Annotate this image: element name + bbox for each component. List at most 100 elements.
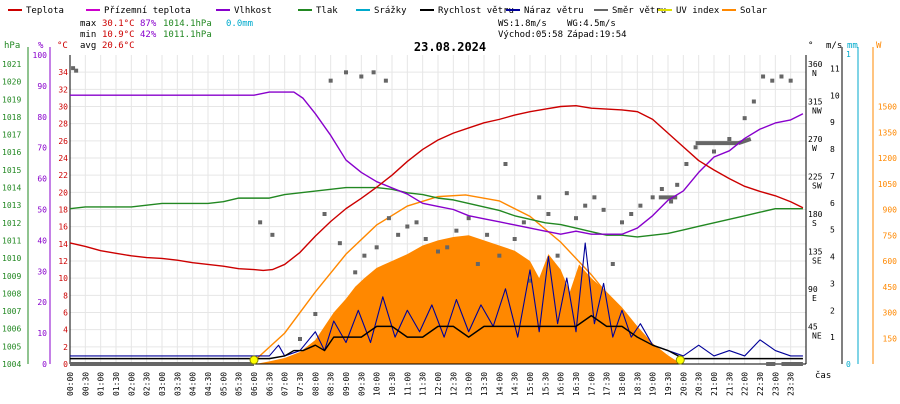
- wind-direction-point: [546, 212, 551, 216]
- solar-tick-label: 1500: [878, 103, 897, 112]
- humidity-tick-label: 100: [33, 51, 48, 60]
- humidity-tick-label: 40: [37, 236, 47, 245]
- uv-marker: [249, 355, 259, 365]
- x-tick-label: 00:00: [66, 372, 75, 396]
- direction-tick-label: 180: [808, 210, 823, 219]
- axis-unit-pressure: hPa: [4, 41, 20, 51]
- legend-label: UV index: [676, 6, 720, 16]
- wind-direction-point: [583, 203, 588, 208]
- x-tick-label: 09:30: [357, 372, 366, 396]
- axis-unit-rain: mm: [847, 41, 858, 51]
- axis-unit-wind: m/s: [826, 41, 842, 51]
- wind-direction-point: [497, 253, 502, 258]
- wind-direction-point: [629, 212, 634, 216]
- wind-direction-point: [512, 237, 517, 241]
- wind-direction-point: [337, 241, 342, 246]
- humidity-tick-label: 70: [37, 144, 47, 153]
- x-tick-label: 00:30: [81, 372, 90, 396]
- temperature-tick-label: 18: [58, 206, 68, 215]
- wind-direction-point: [71, 66, 76, 71]
- humidity-tick-label: 80: [37, 113, 47, 122]
- temperature-tick-label: 22: [58, 171, 68, 180]
- temperature-line: [69, 104, 804, 272]
- wind-direction-point: [503, 162, 508, 166]
- wind-direction-point: [436, 249, 440, 254]
- wind-direction-point: [466, 216, 471, 221]
- x-tick-label: 20:00: [679, 372, 688, 396]
- rain-tick-label: 1: [846, 50, 851, 59]
- wind-tick-label: 8: [830, 145, 835, 154]
- direction-tick-sub: NE: [812, 332, 822, 341]
- temperature-tick-label: 0: [63, 360, 68, 369]
- x-tick-label: 03:00: [158, 372, 167, 396]
- pressure-tick-label: 1010: [2, 254, 21, 263]
- solar-tick-label: 1050: [878, 180, 897, 189]
- pressure-tick-label: 1012: [2, 219, 21, 228]
- wind-direction-point: [742, 116, 747, 121]
- legend-label: Vlhkost: [234, 6, 272, 16]
- legend-label: Přízemní teplota: [104, 6, 191, 16]
- stat-min-label: min: [80, 30, 96, 40]
- line-series: [69, 91, 804, 365]
- wind-direction-point: [74, 68, 79, 73]
- solar-tick-label: 450: [883, 283, 898, 292]
- x-tick-label: 22:00: [741, 372, 750, 396]
- pressure-tick-label: 1016: [2, 148, 21, 157]
- temperature-tick-label: 10: [58, 274, 68, 283]
- x-tick-label: 08:30: [327, 372, 336, 396]
- x-tick-label: 18:00: [618, 372, 627, 396]
- pressure-line: [69, 186, 803, 238]
- humidity-tick-label: 10: [37, 329, 47, 338]
- x-tick-label: 16:00: [557, 372, 566, 396]
- x-tick-label: 12:00: [434, 372, 443, 396]
- x-tick-label: 10:00: [373, 372, 382, 396]
- wind-direction-point: [675, 182, 680, 187]
- stat-avg-label: avg: [80, 41, 96, 51]
- wind-tick-label: 5: [830, 226, 835, 235]
- direction-tick-sub: N: [812, 69, 817, 78]
- stat-min-press: 1011.1hPa: [163, 30, 212, 40]
- pressure-tick-label: 1014: [2, 184, 21, 193]
- pressure-tick-label: 1005: [2, 342, 21, 351]
- solar-tick-label: 900: [883, 206, 898, 215]
- axes: 1004100510061007100810091010101110121013…: [2, 47, 897, 396]
- wind-direction-point: [761, 74, 766, 79]
- wind-direction-point: [693, 145, 698, 150]
- wind-direction-point: [298, 337, 302, 341]
- temperature-tick-label: 24: [58, 154, 68, 163]
- uv-marker: [675, 355, 685, 365]
- x-tick-label: 12:30: [449, 372, 458, 396]
- wind-direction-point: [396, 232, 401, 237]
- x-tick-label: 11:30: [419, 372, 428, 396]
- humidity-line: [70, 91, 804, 235]
- x-tick-label: 21:30: [725, 372, 734, 396]
- wind-direction-point: [405, 224, 410, 229]
- wind-direction-point: [374, 245, 379, 250]
- wind-direction-point: [414, 220, 419, 225]
- temperature-tick-label: 26: [58, 137, 68, 146]
- wind-direction-point: [313, 312, 318, 316]
- x-tick-label: 11:00: [403, 372, 412, 396]
- pressure-tick-label: 1020: [2, 78, 21, 87]
- wind-tick-label: 3: [830, 279, 835, 288]
- solar-tick-label: 150: [883, 334, 898, 343]
- pressure-tick-label: 1007: [2, 307, 21, 316]
- wind-direction-point: [610, 262, 615, 266]
- wind-direction-point: [258, 220, 263, 225]
- header-text: 23.08.2024 max 30.1°C 87% 1014.1hPa 0.0m…: [4, 19, 882, 381]
- humidity-tick-label: 50: [37, 206, 47, 215]
- pressure-tick-label: 1021: [2, 60, 21, 69]
- info-sunrise: Východ:05:58: [498, 30, 563, 40]
- wind-direction-point: [537, 195, 542, 200]
- direction-tick-label: 315: [808, 98, 823, 107]
- stat-max-label: max: [80, 19, 97, 29]
- temperature-tick-label: 28: [58, 120, 68, 129]
- legend-label: Rychlost větru: [438, 6, 514, 16]
- x-tick-label: 16:30: [572, 372, 581, 396]
- info-sunset: Západ:19:54: [567, 30, 627, 40]
- x-tick-label: 13:00: [465, 372, 474, 396]
- x-tick-label: 18:30: [633, 372, 642, 396]
- humidity-tick-label: 60: [37, 175, 47, 184]
- pressure-tick-label: 1008: [2, 289, 21, 298]
